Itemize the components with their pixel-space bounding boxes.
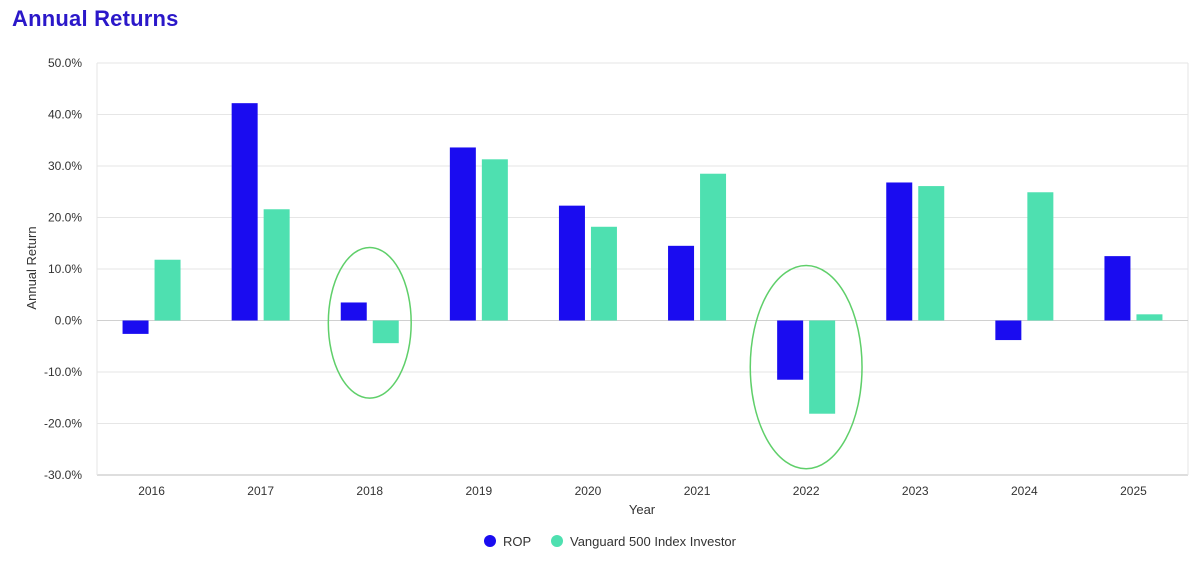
y-axis-label: Annual Return [24,226,39,309]
bar-rop-2022 [777,320,804,380]
bar-vanguard-2018 [372,320,399,344]
legend-marker-rop [484,535,496,547]
bar-rop-2016 [122,320,149,334]
x-tick-label: 2021 [684,484,711,498]
bar-rop-2018 [340,302,367,321]
bar-rop-2019 [449,147,476,321]
chart-title: Annual Returns [12,6,179,31]
bar-vanguard-2024 [1027,192,1054,321]
bar-vanguard-2017 [263,209,290,321]
bar-vanguard-2021 [700,173,727,321]
x-tick-label: 2022 [793,484,820,498]
bar-rop-2025 [1104,256,1131,321]
bar-vanguard-2016 [154,259,181,321]
legend-label-rop: ROP [503,534,531,549]
x-tick-label: 2025 [1120,484,1147,498]
y-tick-label: -10.0% [44,365,82,379]
bar-vanguard-2025 [1136,314,1163,321]
y-tick-label: 40.0% [48,108,82,122]
highlight-ellipse-2022 [749,264,863,470]
bars [122,103,1163,414]
legend: ROP Vanguard 500 Index Investor [484,534,737,549]
bar-vanguard-2019 [481,159,508,321]
bar-rop-2020 [558,205,585,321]
bar-rop-2021 [668,245,695,321]
bar-vanguard-2023 [918,186,945,321]
x-tick-label: 2020 [575,484,602,498]
y-tick-label: 20.0% [48,211,82,225]
x-axis-label: Year [629,502,656,517]
y-axis-ticks: 50.0% 40.0% 30.0% 20.0% 10.0% 0.0% -10.0% -20.0… [44,56,82,482]
y-tick-label: -30.0% [44,468,82,482]
bar-rop-2024 [995,320,1022,341]
y-tick-label: 10.0% [48,262,82,276]
bar-rop-2017 [231,103,258,321]
x-tick-label: 2017 [247,484,274,498]
x-tick-label: 2016 [138,484,165,498]
x-tick-label: 2019 [465,484,492,498]
x-tick-label: 2024 [1011,484,1038,498]
bar-vanguard-2022 [809,320,836,414]
legend-marker-vanguard [551,535,563,547]
x-tick-label: 2018 [356,484,383,498]
x-axis-ticks: 2016 2017 2018 2019 2020 2021 2022 2023 2024 2025 [138,484,1147,498]
bar-vanguard-2020 [590,226,617,321]
y-tick-label: 30.0% [48,159,82,173]
highlight-ellipse-2018 [327,246,412,399]
y-tick-label: 50.0% [48,56,82,70]
highlight-circles [327,246,863,470]
y-tick-label: 0.0% [55,314,83,328]
gridlines [96,62,1189,476]
y-tick-label: -20.0% [44,417,82,431]
legend-label-vanguard: Vanguard 500 Index Investor [570,534,737,549]
bar-rop-2023 [886,182,913,321]
x-tick-label: 2023 [902,484,929,498]
